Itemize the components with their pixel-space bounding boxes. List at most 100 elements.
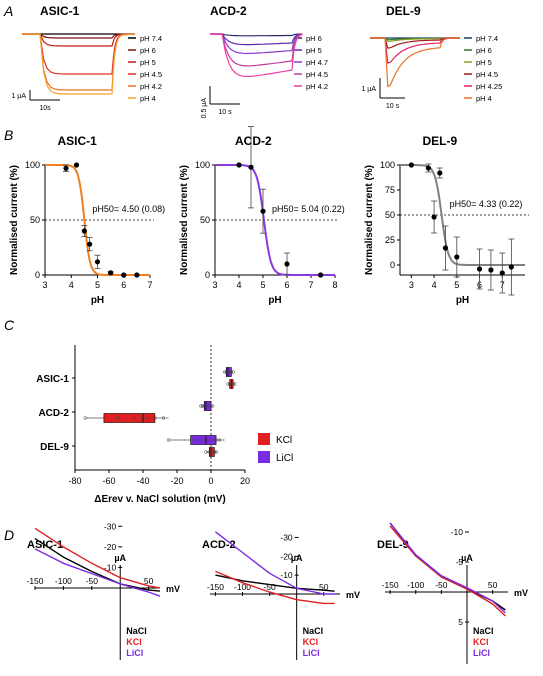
iv-curve-kcl [389,525,506,617]
trace-2-5 [370,37,461,88]
data-point [454,254,460,260]
x-axis-label: pH [456,295,469,306]
data-point [499,270,505,276]
box-point [153,416,157,420]
scalebar-x-label: 10 s [386,103,400,110]
legend-label: pH 5 [476,58,492,67]
trace-1-3 [210,33,303,67]
x-tick-label: 6 [121,280,126,290]
data-point [108,270,114,276]
y-tick-label: -30 [280,532,293,542]
iv-curve-nacl [34,538,161,592]
data-point [425,165,432,171]
trace-0-5 [22,33,136,95]
x-tick-label: 0 [208,476,213,486]
legend-label: LiCl [303,648,320,658]
box-point [228,370,232,374]
y-tick-label: 100 [25,160,40,170]
iv-curve-nacl [215,574,335,592]
legend-swatch [258,451,270,463]
category-label: DEL-9 [40,442,69,453]
data-point [73,162,80,168]
x-tick-label: -100 [234,582,251,592]
ph50-annotation: pH50= 4.33 (0.22) [450,199,523,209]
x-tick-label: 50 [144,576,154,586]
y-tick-label: 100 [195,160,210,170]
box-kcl [103,413,156,423]
ph50-annotation: pH50= 4.50 (0.08) [92,204,165,214]
x-tick-label: 7 [147,280,152,290]
x-tick-label: 20 [240,476,250,486]
iv-curve-licl [214,531,335,595]
legend-label: pH 4.5 [476,70,498,79]
box-point [212,450,217,454]
x-tick-label: 4 [236,280,241,290]
legend-label: pH 6 [476,46,492,55]
x-tick-label: 3 [42,280,47,290]
iv-curve-licl [389,522,506,614]
x-tick-label: -50 [86,576,99,586]
trace-1-4 [210,33,303,78]
iv-curve-licl [34,548,161,597]
box-point [83,416,87,420]
data-point [476,266,483,272]
box-point [207,404,211,408]
box-point [233,382,237,386]
x-unit-label: mV [346,590,360,600]
scalebar-y-label: 1 µA [361,86,376,93]
box-point [204,450,208,454]
dose-response-chart: DEL-9345670255075100pHNormalised current… [364,134,529,306]
box-licl [203,401,212,411]
panel-letter-d: D [4,527,14,543]
chart-title: ACD-2 [202,539,236,551]
box-point [211,404,215,408]
box-point [204,404,208,408]
trace-0-3 [22,33,136,75]
box-licl [226,367,232,377]
legend-label: pH 7.4 [476,34,498,43]
scalebar-y-label: 0.5 µA [201,98,208,119]
chart-title: ASIC-1 [58,134,98,148]
box-point [141,416,145,420]
data-point [431,214,437,220]
x-tick-label: -20 [170,476,183,486]
x-tick-label: -50 [435,580,448,590]
iv-curve-kcl [215,570,335,605]
y-axis-label: Normalised current (%) [9,165,20,275]
x-tick-label: -50 [263,582,276,592]
category-label: ACD-2 [38,408,69,419]
scalebar-x-label: 10 s [218,109,232,116]
data-point [87,241,93,247]
x-tick-label: 7 [308,280,313,290]
x-tick-label: 5 [260,280,265,290]
x-unit-label: mV [514,588,528,598]
data-point [63,165,69,171]
x-tick-label: 4 [69,280,74,290]
box-point [222,370,227,374]
iv-curve-nacl [389,522,506,611]
x-tick-label: -150 [207,582,224,592]
data-point [236,162,242,168]
box-point [226,370,230,374]
legend-label: LiCl [473,648,490,658]
y-unit-label: µA [291,553,303,563]
legend-label: NaCl [126,626,147,636]
y-tick-label: 50 [30,215,40,225]
x-tick-label: -40 [136,476,149,486]
ph50-annotation: pH50= 5.04 (0.22) [272,204,345,214]
legend-swatch [258,433,270,445]
y-tick-label: 50 [385,210,395,220]
data-point [508,264,514,270]
fit-curve [215,164,335,276]
x-tick-label: 50 [319,582,329,592]
x-tick-label: -80 [68,476,81,486]
x-tick-label: 4 [432,280,437,290]
box-point [132,416,137,420]
box-point [209,450,213,454]
x-tick-label: 5 [95,280,100,290]
legend-label: pH 4.25 [476,82,502,91]
dose-response-chart: ACD-2 3 4 5 6 7 8 0 50 100 pH Normalised current (%… [179,126,345,306]
x-tick-label: -100 [55,576,72,586]
box-point [192,438,196,442]
data-point [248,164,254,170]
